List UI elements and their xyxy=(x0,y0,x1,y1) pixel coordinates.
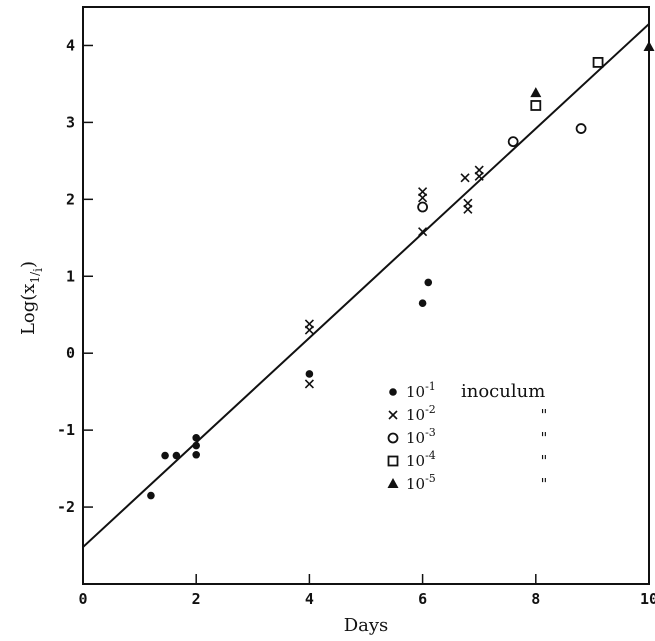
y-tick-label-6: 4 xyxy=(66,36,75,54)
point-s3-2 xyxy=(575,123,587,134)
legend-inoculum: inoculum xyxy=(461,381,545,402)
legend-marker-1 xyxy=(389,388,397,396)
point-s3-0 xyxy=(417,201,429,213)
point-s2-5 xyxy=(418,193,428,203)
legend-marker-4 xyxy=(387,455,399,467)
y-tick-label-1: -1 xyxy=(57,421,75,439)
x-tick-label-2: 4 xyxy=(305,590,314,608)
legend-label-2: 10-2 xyxy=(406,403,436,424)
legend-ditto-5: " xyxy=(541,475,548,493)
legend-ditto-2: " xyxy=(541,406,548,424)
legend-label-4: 10-4 xyxy=(406,449,436,470)
x-tick-label-5: 10 xyxy=(640,590,655,608)
point-s5-0 xyxy=(530,87,542,98)
fit-line xyxy=(82,23,650,548)
point-s5-1 xyxy=(643,41,655,52)
y-tick-label-3: 1 xyxy=(66,267,75,285)
legend-label-1: 10-1 xyxy=(406,380,436,401)
x-tick-label-4: 8 xyxy=(531,590,540,608)
point-s1-3 xyxy=(192,434,200,442)
point-s2-6 xyxy=(460,173,470,183)
x-tick-label-1: 2 xyxy=(192,590,201,608)
point-s2-1 xyxy=(304,325,314,335)
y-axis-title-log: Log xyxy=(18,301,39,335)
y-tick-label-4: 2 xyxy=(66,190,75,208)
point-s1-0 xyxy=(147,491,155,500)
legend-ditto-4: " xyxy=(541,452,548,470)
point-s1-4 xyxy=(192,441,200,450)
point-s2-3 xyxy=(418,227,428,237)
y-tick-label-0: -2 xyxy=(57,498,75,516)
x-tick-label-3: 6 xyxy=(418,590,427,608)
y-tick-label-5: 3 xyxy=(66,113,75,131)
point-s4-0 xyxy=(530,100,542,111)
fit-line-group xyxy=(82,23,650,548)
point-s2-8 xyxy=(463,204,473,214)
x-tick-label-0: 0 xyxy=(78,590,87,608)
x-axis-title: Days xyxy=(344,615,389,636)
y-tick-label-2: 0 xyxy=(66,344,75,362)
point-s2-2 xyxy=(304,379,314,389)
data-points xyxy=(147,41,655,500)
legend-ditto-3: " xyxy=(541,429,548,447)
y-axis-title: Log(x1/i) xyxy=(18,261,45,335)
legend-marker-2 xyxy=(388,410,398,420)
point-s1-2 xyxy=(172,451,181,460)
legend-marker-5 xyxy=(387,478,399,488)
point-s1-6 xyxy=(305,370,314,378)
legend-label-5: 10-5 xyxy=(406,472,436,493)
legend-label-3: 10-3 xyxy=(406,426,436,447)
point-s4-1 xyxy=(592,56,604,68)
legend-marker-3 xyxy=(387,432,399,444)
point-s1-5 xyxy=(192,450,200,459)
point-s1-8 xyxy=(424,278,433,287)
point-s1-1 xyxy=(161,451,169,460)
point-s1-7 xyxy=(418,299,427,307)
svg-text:Log(x1/i): Log(x1/i) xyxy=(18,261,45,335)
plot-frame xyxy=(82,6,650,585)
point-s2-10 xyxy=(474,171,484,181)
point-s3-1 xyxy=(507,136,519,148)
legend: 10-1 inoculum 10-2 " 10-3 " 10-4 " 10-5 " xyxy=(387,380,548,493)
